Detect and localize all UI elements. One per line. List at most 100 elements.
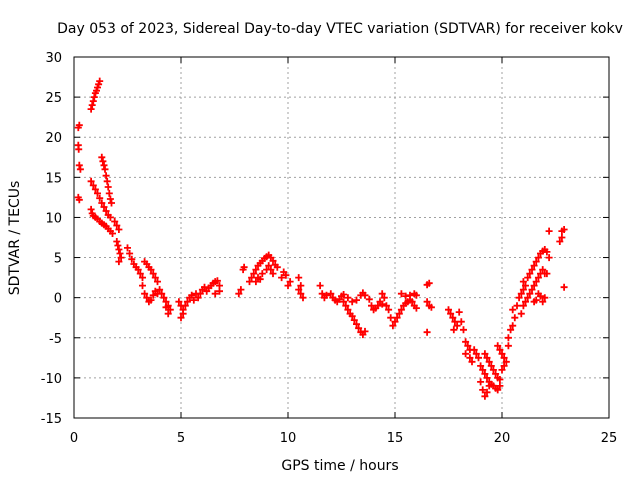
data-point	[164, 310, 172, 318]
data-point	[344, 294, 352, 302]
data-point	[509, 322, 517, 330]
data-point	[101, 165, 109, 173]
data-point	[102, 172, 110, 180]
data-point	[485, 358, 493, 366]
data-point	[350, 316, 358, 324]
data-point	[91, 185, 99, 193]
data-point	[485, 382, 493, 390]
data-point	[534, 254, 542, 262]
y-tick-label: 5	[54, 252, 62, 267]
data-point	[190, 296, 198, 304]
data-point	[115, 258, 123, 266]
data-point	[151, 274, 159, 282]
data-point	[539, 298, 547, 306]
data-point	[380, 294, 388, 302]
data-point	[406, 291, 414, 299]
data-point	[269, 270, 277, 278]
data-point	[160, 294, 168, 302]
data-point	[353, 320, 360, 328]
data-point	[211, 290, 219, 298]
data-point	[162, 303, 170, 311]
data-point	[504, 334, 512, 342]
y-tick-label: 30	[45, 51, 62, 66]
data-point	[154, 278, 161, 286]
data-point	[100, 203, 108, 211]
data-point	[323, 291, 330, 299]
y-tick-label: 10	[45, 211, 62, 226]
data-point	[194, 294, 202, 302]
data-point	[96, 194, 104, 202]
data-point	[181, 302, 189, 310]
data-point	[179, 310, 187, 318]
data-point	[361, 327, 369, 335]
x-tick-label: 10	[280, 431, 297, 446]
data-point	[89, 181, 97, 189]
y-tick-label: 20	[45, 131, 62, 146]
data-point	[560, 226, 568, 233]
data-point	[115, 226, 123, 233]
data-point	[113, 222, 121, 229]
data-point	[498, 350, 506, 358]
data-point	[98, 199, 106, 207]
data-point	[105, 189, 113, 197]
tick-labels: 0 5 10 15 20 25 -15 -10 -5 0 5 10 15 20 25 30	[41, 51, 618, 446]
y-tick-label: 15	[45, 171, 62, 186]
data-point	[462, 350, 470, 358]
data-point	[451, 318, 459, 326]
data-point	[397, 306, 405, 314]
data-point	[528, 286, 536, 294]
data-point	[213, 277, 221, 285]
data-point	[519, 286, 527, 294]
data-point	[530, 282, 538, 290]
data-point	[75, 121, 83, 129]
data-point	[496, 346, 504, 354]
data-point	[425, 279, 433, 287]
data-point	[517, 290, 525, 298]
data-point	[532, 258, 540, 266]
data-point	[481, 370, 489, 378]
data-point	[87, 105, 95, 113]
data-point	[252, 266, 260, 274]
data-point	[532, 278, 540, 286]
data-point	[481, 350, 489, 358]
data-point	[188, 291, 196, 299]
data-point	[156, 286, 164, 294]
data-point	[348, 298, 356, 306]
data-point	[479, 366, 487, 374]
data-point	[522, 298, 529, 306]
data-point	[295, 274, 303, 282]
data-point	[528, 266, 536, 274]
data-point	[128, 255, 136, 263]
data-point	[149, 291, 157, 299]
data-point	[240, 263, 248, 271]
data-point	[496, 382, 504, 390]
axis-ticks	[73, 56, 610, 419]
data-point	[141, 290, 149, 298]
data-point	[361, 291, 369, 299]
data-point	[113, 238, 121, 245]
data-point	[75, 196, 83, 204]
data-point	[196, 290, 204, 298]
data-point	[502, 358, 510, 366]
data-point	[147, 266, 155, 274]
data-point	[295, 286, 303, 294]
data-point	[136, 270, 144, 278]
data-point	[515, 294, 523, 302]
data-point	[237, 286, 245, 294]
data-point	[543, 248, 551, 256]
data-point	[534, 274, 542, 282]
data-point	[87, 205, 95, 213]
data-point	[115, 246, 123, 253]
x-tick-label: 5	[177, 431, 185, 446]
data-points	[74, 77, 568, 400]
data-point	[496, 376, 504, 383]
data-point	[475, 354, 482, 362]
data-point	[378, 300, 386, 308]
data-point	[387, 314, 395, 322]
data-point	[216, 287, 223, 295]
data-point	[98, 153, 106, 161]
data-point	[447, 310, 455, 318]
data-point	[408, 298, 416, 306]
y-tick-label: 25	[45, 91, 62, 106]
